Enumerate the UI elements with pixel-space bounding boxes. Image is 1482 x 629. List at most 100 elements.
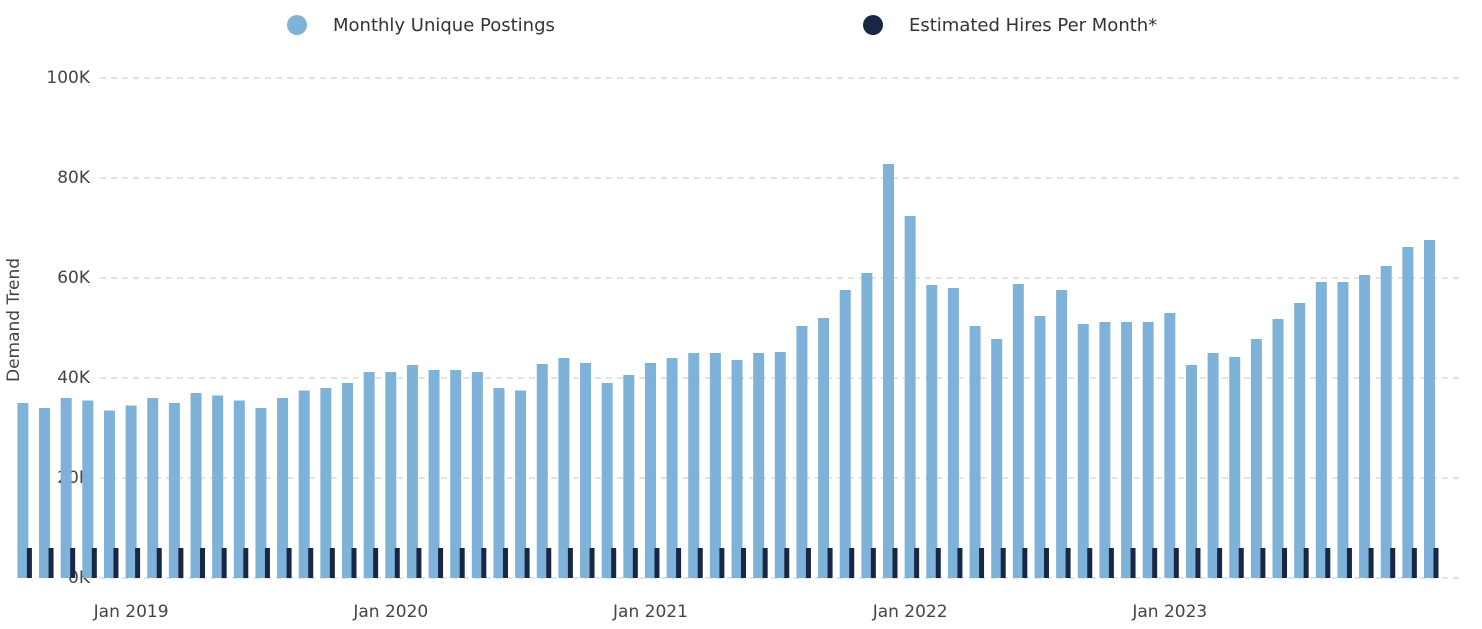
bar <box>1250 339 1262 578</box>
bar <box>1402 247 1414 578</box>
bar <box>450 370 462 578</box>
bar <box>969 326 981 578</box>
y-tick-label: 40K <box>57 368 91 388</box>
bar <box>493 388 505 578</box>
bar <box>264 548 270 578</box>
bar <box>1424 240 1435 578</box>
bar <box>221 548 227 578</box>
bar <box>632 548 638 578</box>
bar <box>688 353 700 578</box>
bar <box>904 216 916 578</box>
bar <box>601 383 613 578</box>
bar <box>666 358 678 578</box>
bar <box>1099 322 1111 578</box>
bar <box>1294 303 1306 578</box>
bar <box>243 548 249 578</box>
y-axis-label: Demand Trend <box>4 258 24 382</box>
y-tick-label: 100K <box>46 68 90 88</box>
bar <box>935 548 941 578</box>
x-tick-label: Jan 2022 <box>872 602 948 622</box>
bar <box>91 548 97 578</box>
bar <box>818 318 830 578</box>
bar <box>82 400 94 578</box>
bar <box>957 548 963 578</box>
bar <box>1380 266 1392 578</box>
bar <box>558 358 570 578</box>
bar <box>26 548 32 578</box>
bar <box>1065 548 1071 578</box>
bar <box>373 548 379 578</box>
bar <box>892 548 898 578</box>
bar <box>1411 548 1417 578</box>
bar <box>416 548 422 578</box>
bar <box>233 400 245 578</box>
bar <box>298 390 310 578</box>
bar <box>308 548 314 578</box>
bar <box>1164 313 1176 578</box>
bar <box>1282 548 1288 578</box>
bar <box>991 339 1003 578</box>
bar <box>1087 548 1093 578</box>
bar <box>784 548 790 578</box>
x-tick-label: Jan 2021 <box>612 602 688 622</box>
bar <box>774 352 786 578</box>
bar <box>1238 548 1244 578</box>
bar <box>125 405 137 578</box>
bar <box>60 398 72 578</box>
bar <box>255 408 267 578</box>
x-tick-label: Jan 2023 <box>1131 602 1207 622</box>
bar <box>926 285 938 578</box>
bar <box>70 548 76 578</box>
bar <box>1185 365 1197 578</box>
bar <box>385 372 397 578</box>
x-tick-label: Jan 2020 <box>352 602 428 622</box>
bar <box>827 548 833 578</box>
bar <box>546 548 552 578</box>
bar <box>1121 322 1133 578</box>
bar <box>212 395 224 578</box>
bar <box>644 363 656 578</box>
bar <box>1056 290 1068 578</box>
bar <box>515 390 527 578</box>
bar <box>753 353 765 578</box>
y-tick-label: 60K <box>57 268 91 288</box>
bar <box>1229 357 1241 578</box>
bar <box>1433 548 1439 578</box>
bar <box>1130 548 1136 578</box>
bar <box>1000 548 1006 578</box>
bar <box>481 548 487 578</box>
bar <box>459 548 465 578</box>
bar <box>103 410 115 578</box>
bar <box>168 403 180 578</box>
bar <box>1022 548 1028 578</box>
bar <box>870 548 876 578</box>
x-tick-label: Jan 2019 <box>93 602 169 622</box>
bar <box>654 548 660 578</box>
bar <box>147 398 159 578</box>
bar <box>979 548 985 578</box>
bar <box>1346 548 1352 578</box>
bar <box>580 363 592 578</box>
bar <box>428 370 440 578</box>
bar <box>589 548 595 578</box>
bar <box>178 548 184 578</box>
bar <box>719 548 725 578</box>
bar <box>1034 316 1046 578</box>
bar <box>502 548 508 578</box>
bar <box>1368 548 1374 578</box>
bar <box>1152 548 1158 578</box>
bar <box>1337 282 1349 578</box>
bar <box>438 548 444 578</box>
bar <box>1303 548 1309 578</box>
legend-label: Estimated Hires Per Month* <box>909 15 1157 36</box>
bar <box>190 393 202 578</box>
bar <box>406 365 418 578</box>
bar <box>611 548 617 578</box>
bar <box>1195 548 1201 578</box>
bar <box>839 290 851 578</box>
bar <box>947 288 959 578</box>
bar <box>1043 548 1049 578</box>
bar <box>861 273 873 578</box>
bar <box>156 548 162 578</box>
